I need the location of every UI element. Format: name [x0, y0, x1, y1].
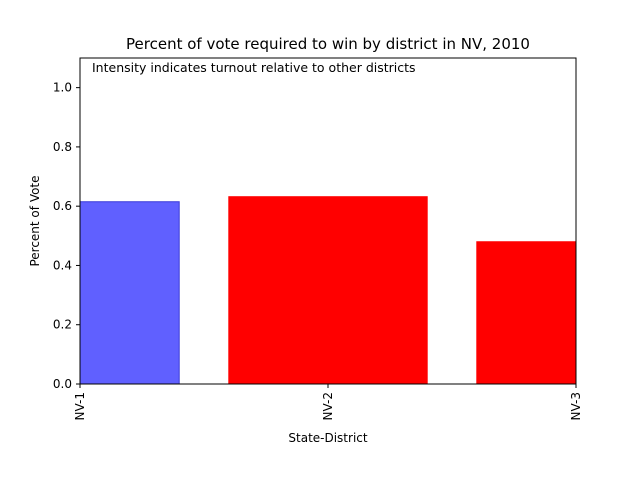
y-tick-label: 0.8: [53, 140, 72, 154]
y-tick-label: 0.2: [53, 318, 72, 332]
y-axis-label: Percent of Vote: [28, 175, 42, 266]
y-tick-label: 0.6: [53, 199, 72, 213]
chart-annotation: Intensity indicates turnout relative to …: [92, 60, 416, 75]
bar-nv-3: [476, 241, 576, 384]
plot-area: 0.0 0.2 0.4 0.6 0.8 1.0 NV-1 NV-2 NV-3: [53, 57, 583, 420]
bar-nv-2: [228, 196, 428, 384]
x-tick-label: NV-1: [73, 392, 87, 420]
y-tick-label: 0.4: [53, 258, 72, 272]
y-tick-label: 0.0: [53, 377, 72, 391]
x-axis-label: State-District: [288, 431, 367, 445]
x-tick-label: NV-3: [569, 392, 583, 420]
chart-title: Percent of vote required to win by distr…: [126, 35, 530, 53]
y-tick-label: 1.0: [53, 81, 72, 95]
bar-nv-1: [80, 201, 180, 384]
x-tick-label: NV-2: [321, 392, 335, 420]
